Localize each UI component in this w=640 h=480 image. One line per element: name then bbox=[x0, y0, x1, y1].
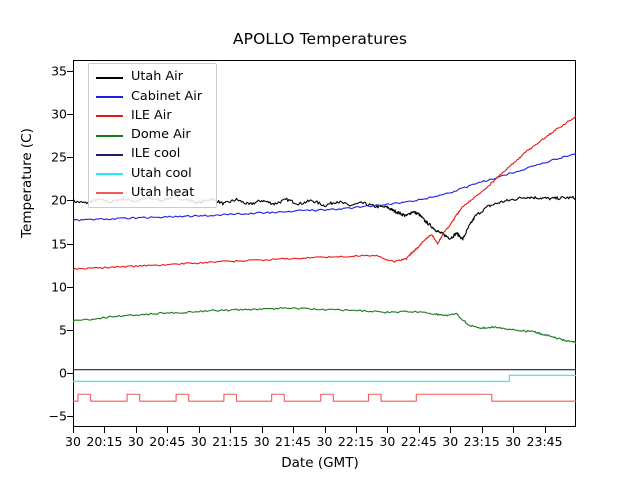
legend-color-swatch bbox=[96, 76, 123, 79]
x-tick-label: 22:15 bbox=[337, 434, 374, 449]
legend-item-label: Utah heat bbox=[131, 185, 195, 201]
x-tick-mark bbox=[324, 427, 326, 433]
y-tick-mark bbox=[67, 243, 73, 245]
x-tick-label: 30 bbox=[127, 434, 144, 449]
x-tick-mark bbox=[544, 427, 546, 433]
x-tick-mark bbox=[135, 427, 137, 433]
x-tick-mark bbox=[73, 427, 74, 433]
series-line bbox=[73, 152, 576, 222]
y-tick-label: −5 bbox=[48, 408, 67, 424]
legend-color-swatch bbox=[96, 192, 123, 195]
series-line bbox=[73, 307, 576, 344]
plot-frame bbox=[73, 60, 576, 427]
series-line bbox=[73, 393, 576, 402]
legend-item[interactable]: Utah heat bbox=[89, 184, 216, 203]
x-tick-mark bbox=[261, 427, 263, 433]
y-tick-mark bbox=[67, 200, 73, 202]
y-tick-mark bbox=[67, 286, 73, 288]
x-tick-label: 30 bbox=[505, 434, 522, 449]
x-tick-mark bbox=[355, 427, 357, 433]
x-tick-label: 23:45 bbox=[526, 434, 563, 449]
y-tick-mark bbox=[67, 415, 73, 417]
series-line bbox=[73, 116, 576, 271]
y-tick-mark bbox=[67, 114, 73, 116]
legend-item[interactable]: Utah Air bbox=[89, 68, 216, 87]
x-tick-label: 30 bbox=[190, 434, 207, 449]
chart-title: APOLLO Temperatures bbox=[232, 30, 408, 48]
legend-item-label: Cabinet Air bbox=[131, 88, 203, 104]
legend-item[interactable]: ILE Air bbox=[89, 107, 216, 126]
legend-item-label: Utah Air bbox=[131, 69, 183, 85]
legend-color-swatch bbox=[96, 134, 123, 137]
y-tick-mark bbox=[67, 71, 73, 73]
y-tick-label: 5 bbox=[59, 322, 67, 338]
legend-item[interactable]: Dome Air bbox=[89, 126, 216, 145]
x-tick-mark bbox=[230, 427, 232, 433]
x-tick-label: 23:15 bbox=[463, 434, 500, 449]
x-tick-label: 30 bbox=[65, 434, 81, 449]
plot-series-area bbox=[73, 116, 576, 402]
series-line bbox=[73, 374, 576, 382]
x-tick-mark bbox=[167, 427, 169, 433]
y-tick-label: 35 bbox=[51, 63, 67, 79]
x-tick-label: 30 bbox=[379, 434, 396, 449]
x-tick-mark bbox=[198, 427, 200, 433]
x-tick-label: 20:45 bbox=[149, 434, 186, 449]
y-tick-label: 0 bbox=[59, 365, 67, 381]
x-tick-label: 20:15 bbox=[86, 434, 123, 449]
x-tick-label: 21:45 bbox=[275, 434, 312, 449]
legend-item-label: Utah cool bbox=[131, 165, 192, 181]
legend-color-swatch bbox=[96, 115, 123, 118]
legend-item[interactable]: Utah cool bbox=[89, 164, 216, 183]
y-tick-label: 25 bbox=[51, 149, 67, 165]
x-axis-label: Date (GMT) bbox=[281, 455, 359, 471]
x-tick-mark bbox=[387, 427, 389, 433]
y-tick-label: 20 bbox=[51, 192, 67, 208]
y-tick-label: 30 bbox=[51, 106, 67, 122]
legend-color-swatch bbox=[96, 95, 123, 98]
legend-item-label: Dome Air bbox=[131, 127, 191, 143]
legend-color-swatch bbox=[96, 173, 123, 176]
y-axis-tick-labels: −5 0 5 10 15 20 25 30 35 bbox=[22, 60, 67, 427]
x-tick-label: 22:45 bbox=[400, 434, 437, 449]
x-tick-mark bbox=[418, 427, 420, 433]
legend-item-label: ILE Air bbox=[131, 107, 172, 123]
x-tick-mark bbox=[481, 427, 483, 433]
x-tick-mark bbox=[293, 427, 295, 433]
x-tick-label: 21:15 bbox=[212, 434, 249, 449]
y-tick-mark bbox=[67, 157, 73, 159]
legend-item-label: ILE cool bbox=[131, 146, 181, 162]
y-tick-label: 10 bbox=[51, 279, 67, 295]
legend-color-swatch bbox=[96, 153, 123, 156]
y-tick-mark bbox=[67, 372, 73, 374]
x-tick-mark bbox=[513, 427, 515, 433]
x-tick-mark bbox=[450, 427, 452, 433]
x-tick-mark bbox=[104, 427, 106, 433]
legend-item[interactable]: Cabinet Air bbox=[89, 87, 216, 106]
y-tick-mark bbox=[67, 329, 73, 331]
x-tick-label: 30 bbox=[253, 434, 270, 449]
x-tick-label: 30 bbox=[316, 434, 333, 449]
x-tick-label: 30 bbox=[442, 434, 459, 449]
y-tick-label: 15 bbox=[51, 236, 67, 251]
legend-item[interactable]: ILE cool bbox=[89, 145, 216, 164]
legend: Utah Air Cabinet Air ILE Air Dome Air ILE co… bbox=[88, 63, 217, 209]
